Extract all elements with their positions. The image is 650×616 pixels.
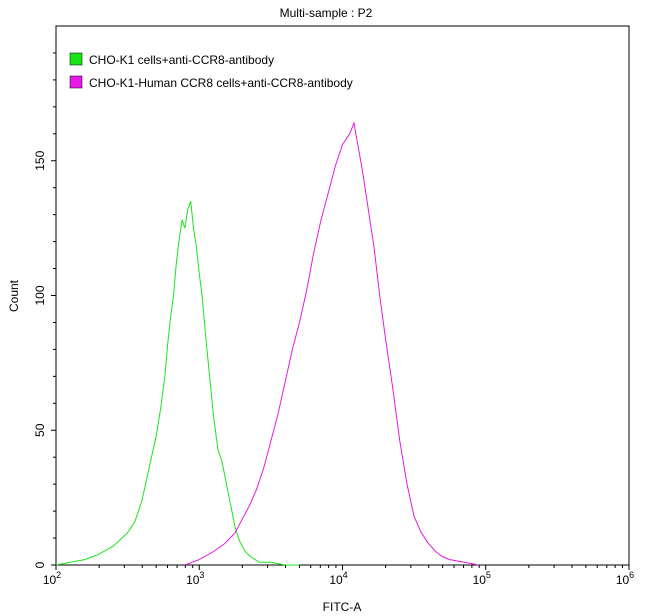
y-tick-label: 100	[33, 285, 47, 305]
x-tick-base: 10	[43, 573, 57, 587]
x-tick-base: 10	[616, 573, 630, 587]
legend-label-cho-k1: CHO-K1 cells+anti-CCR8-antibody	[89, 53, 274, 67]
x-tick-exponent: 6	[629, 570, 634, 580]
y-tick-label: 50	[33, 423, 47, 437]
legend-swatch-human-ccr8	[69, 75, 83, 89]
series-line-0	[55, 201, 300, 566]
x-tick-label: 104	[329, 570, 347, 587]
x-tick-label: 102	[43, 570, 61, 587]
x-tick-label: 105	[473, 570, 491, 587]
chart-title: Multi-sample : P2	[280, 6, 373, 20]
legend-swatch-cho-k1	[69, 52, 83, 66]
x-tick-exponent: 5	[486, 570, 491, 580]
x-tick-base: 10	[186, 573, 200, 587]
x-tick-base: 10	[473, 573, 487, 587]
x-tick-exponent: 2	[56, 570, 61, 580]
x-tick-exponent: 4	[343, 570, 348, 580]
x-axis-label: FITC-A	[323, 600, 362, 614]
series-curves	[55, 121, 479, 566]
y-tick-label: 0	[33, 561, 47, 568]
legend-label-human-ccr8: CHO-K1-Human CCR8 cells+anti-CCR8-antibo…	[89, 76, 353, 90]
y-tick-label: 150	[33, 150, 47, 170]
x-tick-label: 106	[616, 570, 634, 587]
series-line-1	[184, 121, 479, 566]
x-tick-exponent: 3	[199, 570, 204, 580]
plot-frame	[55, 25, 630, 566]
x-tick-base: 10	[329, 573, 343, 587]
y-axis-ticks: 0 50 100 150	[33, 52, 56, 568]
legend: CHO-K1 cells+anti-CCR8-antibody CHO-K1-H…	[69, 52, 353, 90]
y-axis-label: Count	[7, 279, 21, 312]
x-tick-label: 103	[186, 570, 204, 587]
x-axis-ticks: 102 103 104 105 106	[43, 565, 634, 587]
